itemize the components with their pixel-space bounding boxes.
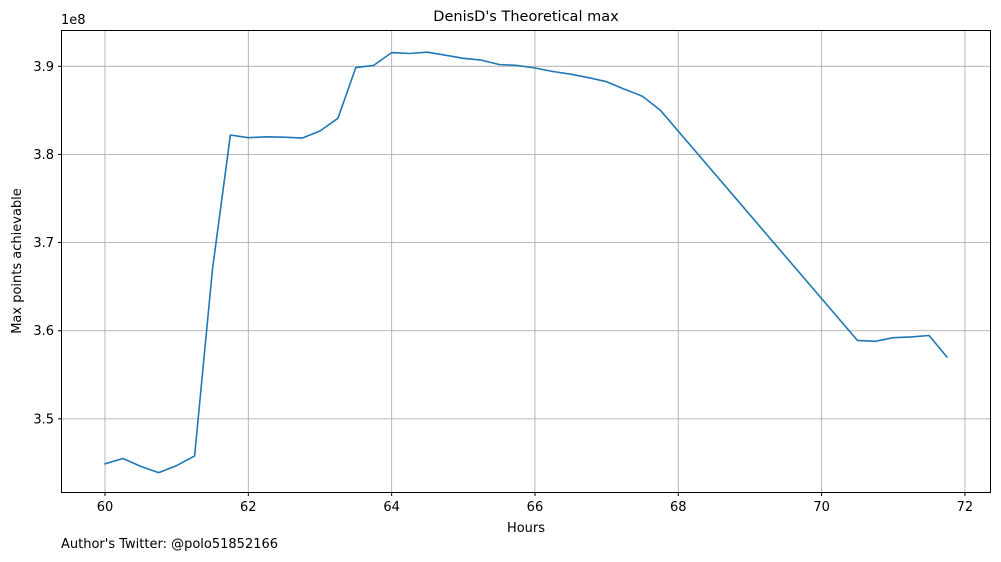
x-tick-label: 68 (670, 500, 687, 515)
plot-frame (61, 30, 991, 493)
x-tick-label: 62 (240, 500, 257, 515)
y-axis-offset-label: 1e8 (61, 13, 86, 28)
x-axis-label: Hours (507, 521, 545, 536)
grid (62, 31, 990, 492)
y-axis-label: Max points achievable (10, 188, 25, 334)
x-tick-label: 70 (813, 500, 830, 515)
x-tick-label: 66 (527, 500, 544, 515)
y-tick-label: 3.8 (33, 148, 54, 163)
y-axis-ticks: 3.5 3.6 3.7 3.8 3.9 (33, 60, 62, 427)
y-tick-label: 3.6 (33, 324, 54, 339)
author-footnote: Author's Twitter: @polo51852166 (61, 537, 279, 552)
x-tick-label: 64 (383, 500, 400, 515)
x-tick-label: 72 (957, 500, 974, 515)
y-tick-label: 3.9 (33, 60, 54, 75)
x-tick-label: 60 (97, 500, 114, 515)
y-tick-label: 3.7 (33, 236, 54, 251)
x-axis-ticks: 60 62 64 66 68 70 72 (97, 492, 973, 515)
series-line (104, 51, 948, 474)
chart-title: DenisD's Theoretical max (433, 9, 619, 25)
y-tick-label: 3.5 (33, 412, 54, 427)
